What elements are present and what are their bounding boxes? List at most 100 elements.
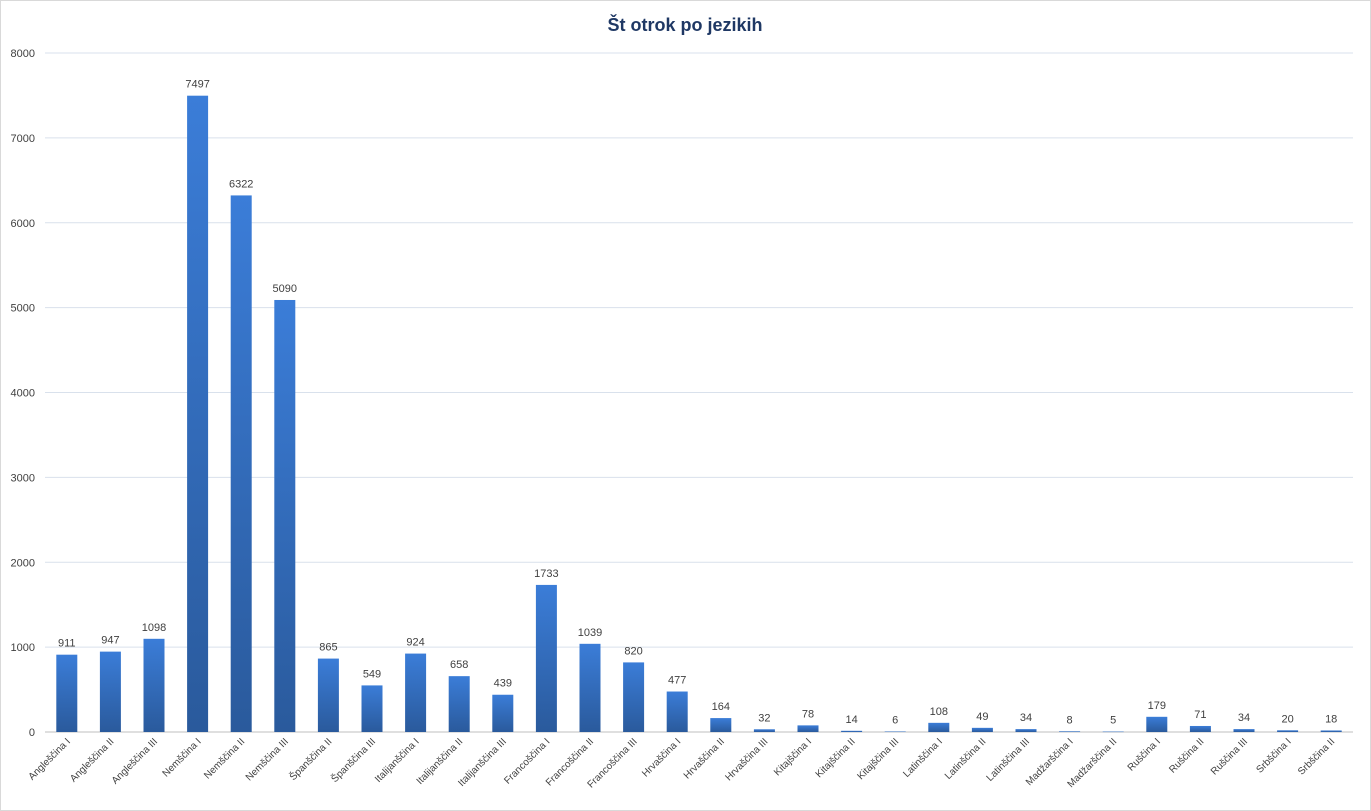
data-label: 164 [712,701,730,713]
x-tick-label: Hrvaščina II [682,736,727,781]
y-tick-label: 1000 [11,642,35,654]
x-tick-label: Ruščina II [1167,736,1206,775]
bar [317,658,339,732]
data-label: 6322 [229,178,253,190]
data-label: 18 [1325,713,1337,725]
y-tick-label: 8000 [11,48,35,60]
data-label: 20 [1281,713,1293,725]
x-tick-label: Latinščina I [901,736,945,780]
data-label: 34 [1020,712,1032,724]
y-tick-label: 6000 [11,218,35,230]
x-tick-label: Hrvaščina I [640,736,683,779]
x-tick-label: Kitajščina II [814,736,858,780]
data-label: 1733 [534,568,558,580]
x-tick-label: Španščina III [328,735,378,785]
y-tick-label: 0 [29,727,35,739]
bar [187,95,209,732]
bar [274,299,296,732]
data-label: 947 [101,635,119,647]
x-tick-label: Hrvaščina III [723,736,770,783]
bar [1102,731,1124,733]
data-label: 49 [976,711,988,723]
data-label: 1039 [578,627,602,639]
bar [143,638,165,732]
x-tick-label: Latinščina II [943,736,989,782]
data-label: 924 [406,637,424,649]
gridlines [45,52,1353,733]
x-tick-label: Nemščina I [161,736,204,779]
bar [841,730,863,732]
x-tick-label: Kitajščina III [855,736,901,782]
y-tick-label: 5000 [11,303,35,315]
bars [56,95,1342,733]
data-label: 658 [450,659,468,671]
x-tick-label: Kitajščina I [772,736,814,778]
y-tick-label: 7000 [11,133,35,145]
x-tick-label: Angleščina II [68,736,116,784]
data-label: 477 [668,675,686,687]
data-label: 865 [319,642,337,654]
chart-title: Št otrok po jezikih [607,14,762,35]
bar [1189,725,1211,732]
data-label: 439 [494,678,512,690]
bar [797,725,819,732]
data-label: 820 [624,645,642,657]
data-label: 911 [58,638,76,650]
data-label: 34 [1238,712,1250,724]
x-tick-label: Ruščina III [1209,736,1250,777]
bar [753,729,775,732]
bar [99,651,121,732]
x-tick-label: Angleščina III [110,736,160,786]
y-tick-label: 4000 [11,388,35,400]
data-label: 32 [758,712,770,724]
data-label: 5 [1110,715,1116,727]
bar [361,685,383,732]
bar [579,643,601,732]
x-tick-label: Španščina II [286,735,334,783]
data-label: 71 [1194,709,1206,721]
y-tick-label: 2000 [11,557,35,569]
bar [623,662,645,732]
bar [971,727,993,732]
data-label: 5090 [273,283,297,295]
x-tick-label: Nemščina III [244,736,291,783]
data-label: 549 [363,668,381,680]
data-label: 78 [802,708,814,720]
data-label: 6 [892,714,898,726]
bar [448,676,470,732]
bar [1320,730,1342,732]
data-label: 179 [1148,700,1166,712]
bar [1146,716,1168,732]
bar [56,654,78,732]
data-label: 14 [845,714,857,726]
x-tick-label: Latinščina III [985,736,1032,783]
data-label: 1098 [142,622,166,634]
data-labels: 911 9471098749763225090865549924658439173… [58,79,1337,727]
data-label: 7497 [185,79,209,91]
bar [1233,729,1255,732]
bar [1059,731,1081,732]
x-tick-label: Italijanščina I [373,736,422,785]
data-label: 108 [930,706,948,718]
x-tick-label: Srbščina II [1296,736,1337,777]
bar [1277,730,1299,732]
y-axis-ticks: 0 1000 2000 3000 4000 5000 6000 7000 8000 [11,48,35,739]
bar [1015,729,1037,732]
bar [492,694,514,732]
bar [710,718,732,732]
x-tick-label: Nemščina II [202,736,247,781]
data-label: 8 [1067,714,1073,726]
bar [928,722,950,732]
bar [666,691,688,732]
bar [405,653,427,732]
bar [884,731,906,732]
y-tick-label: 3000 [11,472,35,484]
bar [535,584,557,732]
x-tick-label: Ruščina I [1126,736,1163,773]
x-tick-label: Srbščina I [1254,736,1293,775]
bar [230,195,252,732]
x-tick-label: Angleščina I [27,736,73,782]
